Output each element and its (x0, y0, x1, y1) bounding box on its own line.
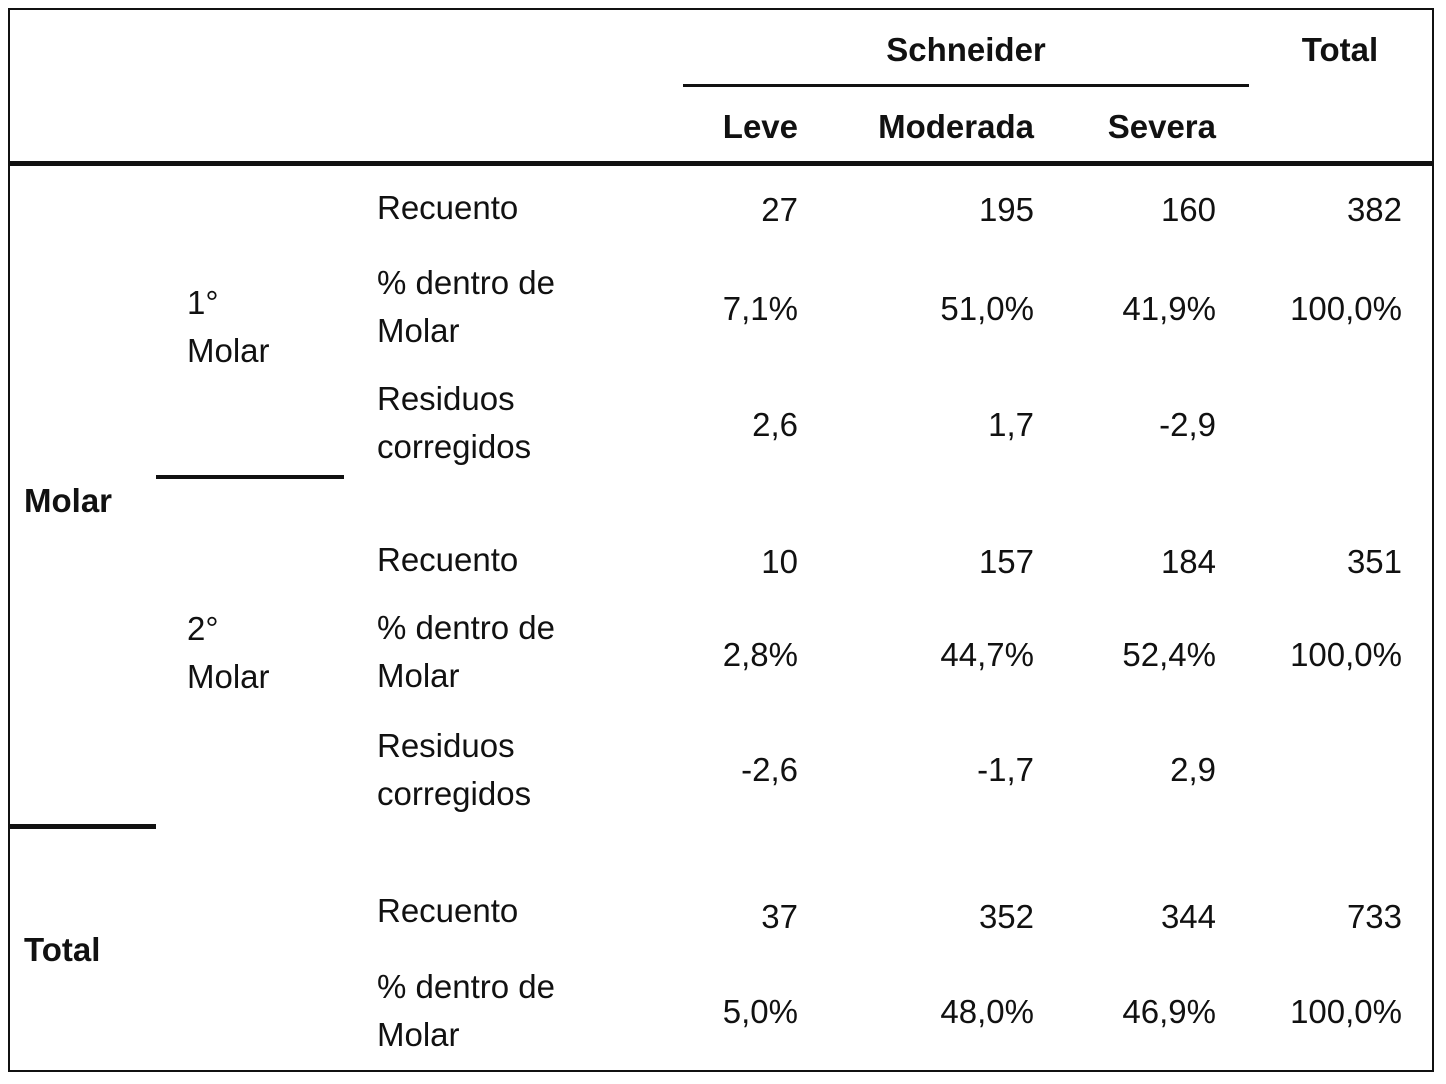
cell-total-recuento-moderada: 352 (978, 898, 1034, 935)
cell-g2-recuento-total: 351 (1346, 543, 1402, 580)
stat-label-res-line1: Residuos (377, 380, 515, 417)
stat-label-res-line2: corregidos (377, 428, 532, 465)
group-label-1-word: Molar (187, 332, 270, 369)
cell-g1-res-severa: -2,9 (1159, 406, 1216, 443)
cell-g2-recuento-severa: 184 (1160, 543, 1216, 580)
stat-label-res-line2: corregidos (377, 775, 532, 812)
cell-g1-pct-moderada: 51,0% (940, 290, 1034, 327)
stat-label-res-line1: Residuos (377, 727, 515, 764)
header-total-label: Total (1301, 31, 1379, 68)
stat-label-pct-line2: Molar (377, 657, 460, 694)
group-label-2-number: 2° (187, 610, 219, 647)
cell-g2-res-moderada: -1,7 (977, 751, 1034, 788)
col-header-severa: Severa (1107, 108, 1216, 145)
cell-total-recuento-total: 733 (1346, 898, 1402, 935)
col-header-leve: Leve (722, 108, 798, 145)
group-label-2-word: Molar (187, 658, 270, 695)
stat-label-recuento: Recuento (377, 189, 519, 226)
cell-g1-recuento-leve: 27 (761, 191, 798, 228)
cell-g2-pct-severa: 52,4% (1122, 636, 1216, 673)
stat-label-pct-line2: Molar (377, 1016, 460, 1053)
cell-g1-recuento-moderada: 195 (978, 191, 1034, 228)
cell-total-recuento-leve: 37 (761, 898, 798, 935)
row-label-molar: Molar (24, 482, 113, 519)
stat-label-pct-line1: % dentro de (377, 609, 555, 646)
cell-g1-recuento-total: 382 (1346, 191, 1402, 228)
group-divider-1 (156, 475, 344, 479)
cell-total-recuento-severa: 344 (1160, 898, 1216, 935)
stat-label-pct-line2: Molar (377, 312, 460, 349)
cell-total-pct-total: 100,0% (1290, 993, 1402, 1030)
stat-label-pct-line1: % dentro de (377, 264, 555, 301)
cell-g2-recuento-moderada: 157 (978, 543, 1034, 580)
cell-total-pct-severa: 46,9% (1122, 993, 1216, 1030)
cell-g2-res-severa: 2,9 (1170, 751, 1216, 788)
cell-g1-res-leve: 2,6 (752, 406, 798, 443)
cell-g2-recuento-leve: 10 (761, 543, 798, 580)
stat-label-recuento: Recuento (377, 892, 519, 929)
stat-label-pct-line1: % dentro de (377, 968, 555, 1005)
header-group-label: Schneider (886, 31, 1046, 68)
cell-g2-pct-leve: 2,8% (722, 636, 798, 673)
cell-g1-recuento-severa: 160 (1160, 191, 1216, 228)
cell-total-pct-moderada: 48,0% (940, 993, 1034, 1030)
group-label-1-number: 1° (187, 284, 219, 321)
cell-g1-res-moderada: 1,7 (988, 406, 1034, 443)
crosstab-table (8, 8, 1434, 1072)
cell-g1-pct-severa: 41,9% (1122, 290, 1216, 327)
header-group-underline (683, 84, 1249, 87)
cell-g2-res-leve: -2,6 (741, 751, 798, 788)
cell-g2-pct-total: 100,0% (1290, 636, 1402, 673)
col-header-moderada: Moderada (878, 108, 1034, 145)
row-label-total: Total (24, 931, 101, 968)
cell-g2-pct-moderada: 44,7% (940, 636, 1034, 673)
stat-label-recuento: Recuento (377, 541, 519, 578)
cell-total-pct-leve: 5,0% (722, 993, 798, 1030)
cell-g1-pct-total: 100,0% (1290, 290, 1402, 327)
section-divider-total (8, 824, 156, 829)
header-divider (8, 161, 1434, 166)
cell-g1-pct-leve: 7,1% (722, 290, 798, 327)
